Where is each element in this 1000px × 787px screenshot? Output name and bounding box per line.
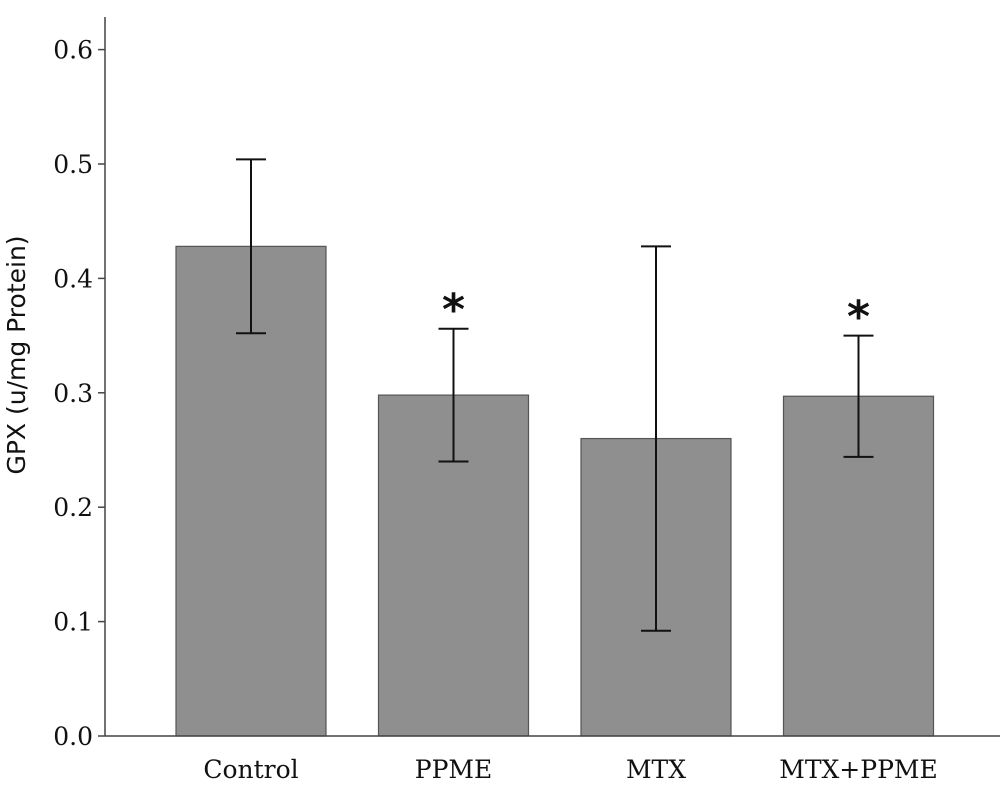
x-category-label: PPME: [415, 755, 493, 784]
y-tick-label: 0.1: [53, 608, 93, 637]
x-axis-labels: Control PPME MTX MTX+PPME: [203, 755, 937, 784]
x-category-label: MTX: [626, 755, 686, 784]
bars: [175, 245, 935, 737]
y-axis-ticks: 0.0 0.1 0.2 0.3 0.4 0.5 0.6: [53, 36, 105, 751]
significance-asterisk: *: [847, 292, 870, 343]
y-tick-label: 0.5: [53, 150, 93, 179]
axes: [104, 17, 1000, 737]
y-tick-label: 0.2: [53, 493, 93, 522]
significance-asterisk: *: [442, 285, 465, 336]
y-tick-label: 0.6: [53, 36, 93, 65]
y-tick-label: 0.3: [53, 379, 93, 408]
y-tick-label: 0.0: [53, 722, 93, 751]
x-category-label: MTX+PPME: [779, 755, 938, 784]
x-category-label: Control: [203, 755, 298, 784]
y-tick-label: 0.4: [53, 264, 93, 293]
y-axis-title: GPX (u/mg Protein): [2, 235, 31, 474]
significance-marks: * *: [442, 285, 870, 343]
error-bars: [236, 158, 874, 632]
